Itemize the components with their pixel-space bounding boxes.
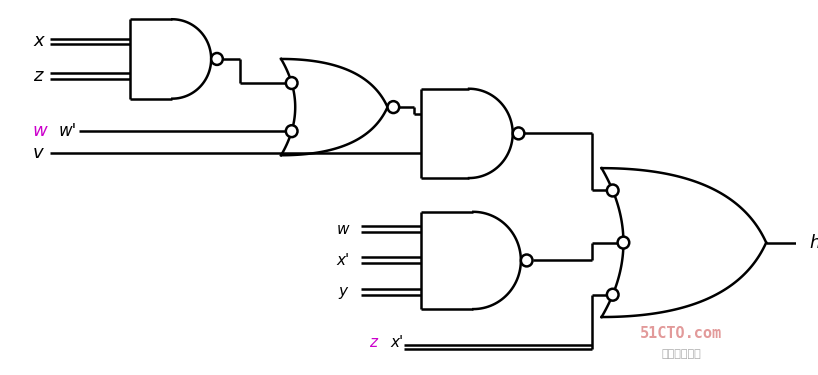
Text: h: h [809, 234, 818, 252]
Text: w: w [337, 222, 349, 237]
Text: x': x' [337, 253, 350, 268]
Text: z: z [34, 68, 43, 86]
Text: x': x' [390, 335, 403, 350]
Circle shape [285, 77, 298, 89]
Circle shape [607, 289, 618, 301]
Circle shape [513, 128, 524, 140]
Text: 51CTO.com: 51CTO.com [640, 326, 722, 341]
Circle shape [521, 255, 533, 266]
Circle shape [618, 237, 629, 249]
Text: 技术成就梦想: 技术成就梦想 [661, 349, 701, 359]
Text: w': w' [58, 122, 77, 140]
Circle shape [211, 53, 222, 65]
Circle shape [607, 184, 618, 196]
Circle shape [285, 125, 298, 137]
Text: y: y [339, 284, 348, 299]
Circle shape [388, 101, 399, 113]
Text: v: v [33, 144, 43, 162]
Text: x: x [33, 33, 43, 51]
Text: z: z [370, 335, 377, 350]
Text: w: w [33, 122, 47, 140]
